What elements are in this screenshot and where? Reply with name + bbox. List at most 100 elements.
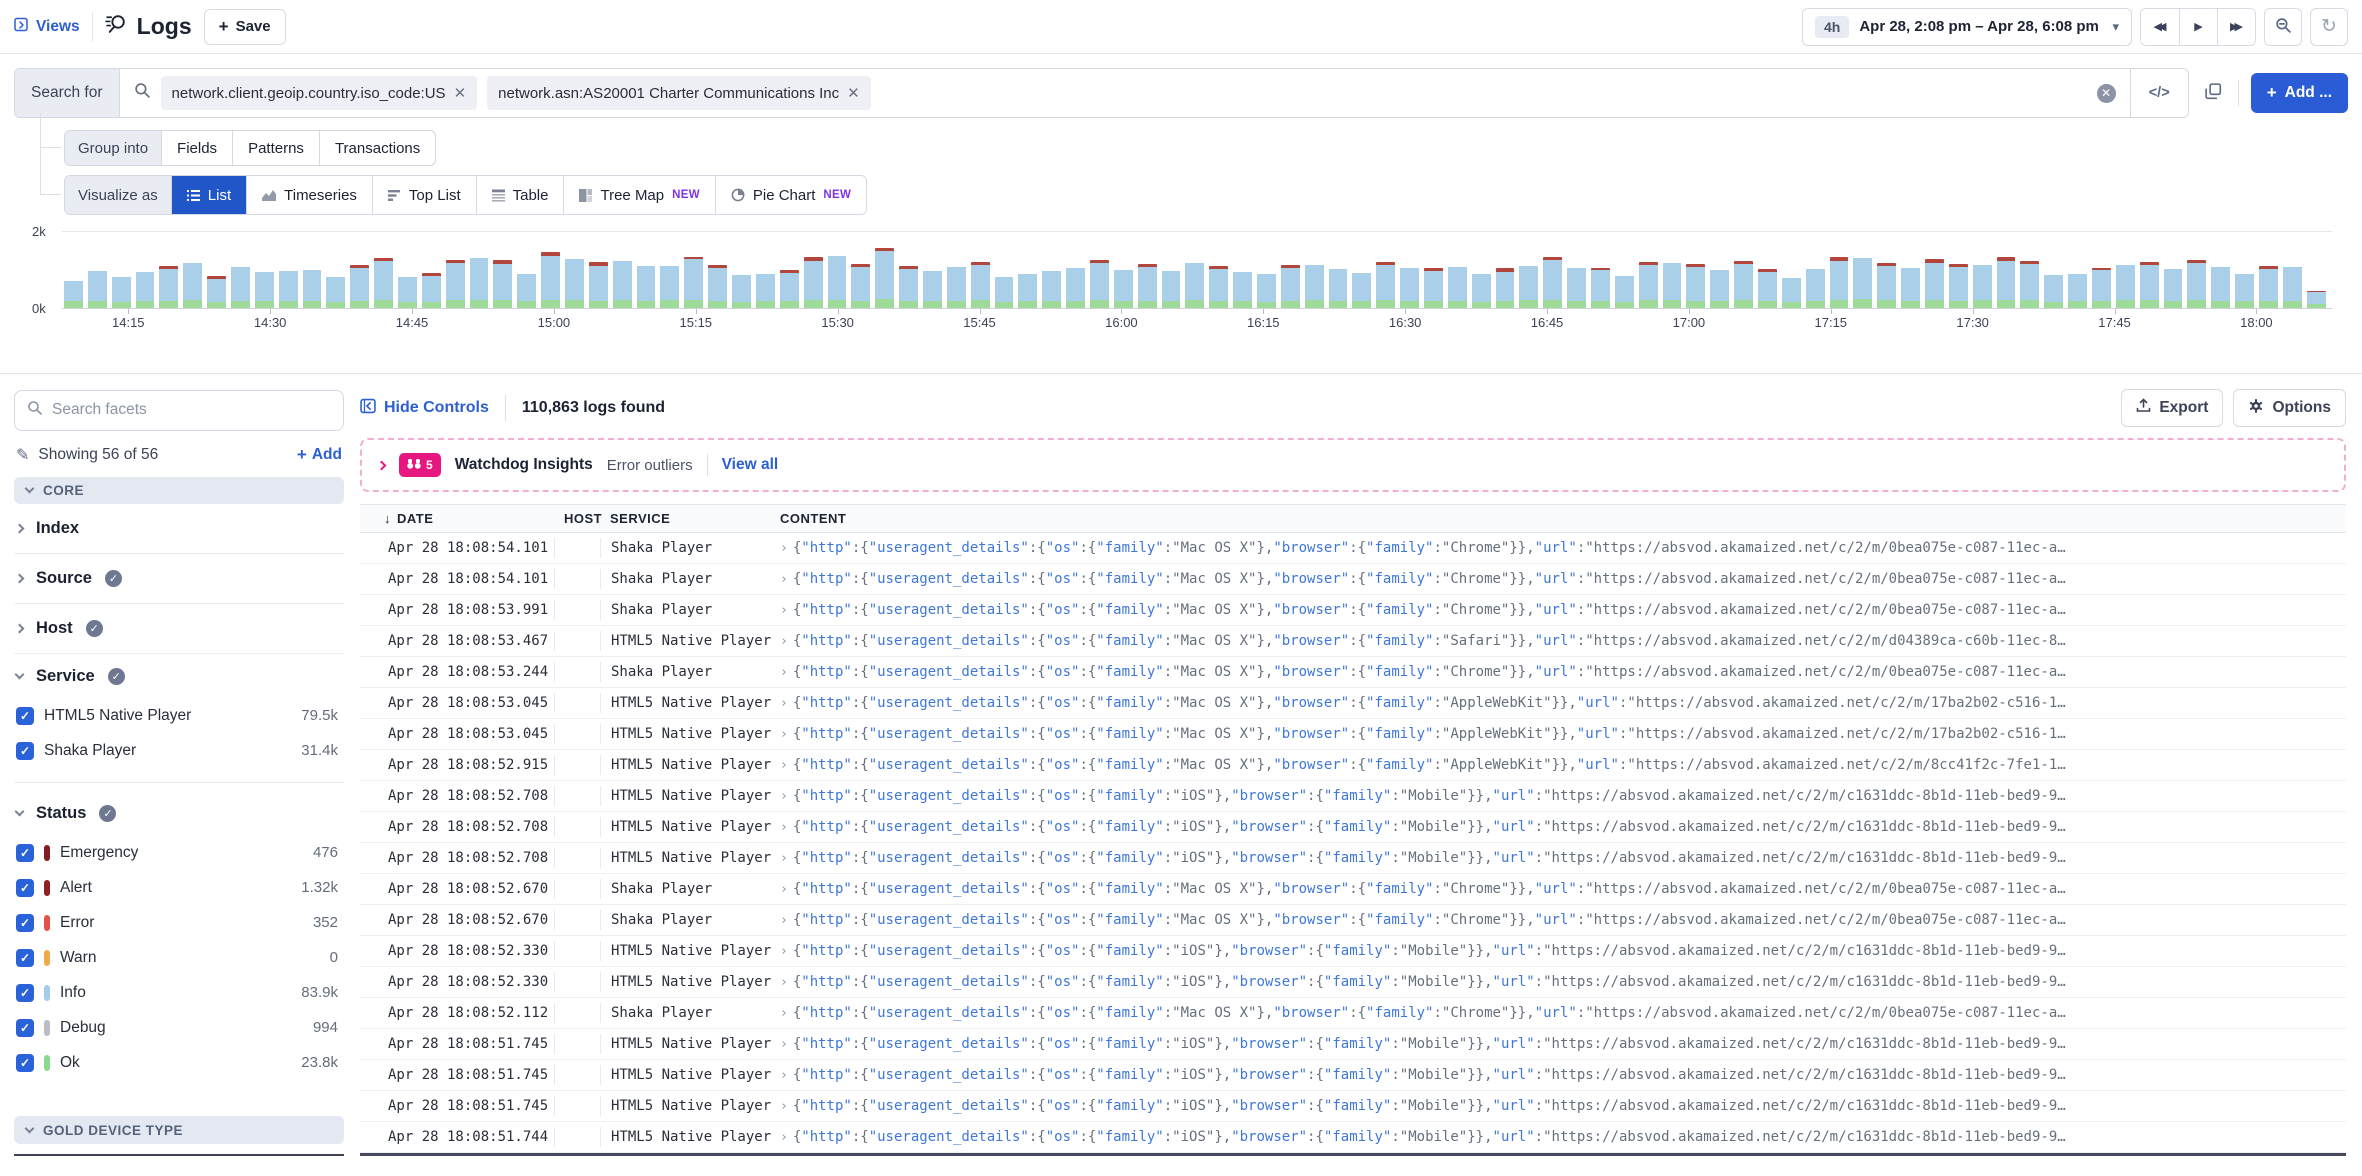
viz-option-tree-map[interactable]: Tree Map NEW [563, 176, 715, 214]
histogram-bar[interactable] [493, 260, 513, 309]
histogram-bar[interactable] [1686, 264, 1706, 309]
histogram-bar[interactable] [1280, 264, 1300, 309]
refresh-button[interactable]: ↻ [2310, 7, 2348, 46]
histogram-bar[interactable] [2282, 266, 2302, 309]
histogram-bar[interactable] [469, 258, 489, 309]
histogram-bar[interactable] [1567, 268, 1586, 309]
histogram-bar[interactable] [636, 266, 656, 309]
expand-row-icon[interactable]: › [780, 602, 788, 618]
histogram-bar[interactable] [565, 259, 584, 309]
expand-row-icon[interactable]: › [780, 881, 788, 897]
table-row[interactable]: Apr 28 18:08:53.991 Shaka Player › {"http":… [360, 595, 2346, 626]
histogram-bar[interactable] [1233, 271, 1252, 309]
table-row[interactable]: Apr 28 18:08:52.915 HTML5 Native Player ›{… [360, 750, 2346, 781]
checkbox-checked[interactable]: ✓ [16, 706, 34, 725]
histogram-bar[interactable] [1543, 256, 1563, 309]
expand-row-icon[interactable]: › [780, 757, 788, 773]
expand-row-icon[interactable]: › [780, 1129, 788, 1145]
histogram-bar[interactable] [2259, 265, 2278, 309]
histogram-bar[interactable] [231, 266, 250, 309]
viz-option-pie-chart[interactable]: Pie Chart NEW [714, 176, 867, 214]
checkbox-checked[interactable]: ✓ [16, 878, 34, 897]
histogram-bar[interactable] [1018, 273, 1038, 309]
histogram-bar[interactable] [660, 266, 680, 309]
histogram-bar[interactable] [994, 276, 1014, 309]
table-row[interactable]: Apr 28 18:08:52.670 Shaka Player › {"http":… [360, 874, 2346, 905]
expand-row-icon[interactable]: › [780, 850, 788, 866]
histogram-bar[interactable] [1089, 260, 1109, 309]
histogram-bar[interactable] [2092, 267, 2111, 309]
histogram-bar[interactable] [2044, 275, 2064, 309]
histogram-bar[interactable] [1662, 263, 1682, 309]
table-row[interactable]: Apr 28 18:08:51.745 HTML5 Native Player ›{… [360, 1029, 2346, 1060]
histogram-bar[interactable] [2068, 273, 2088, 309]
histogram-bar[interactable] [2163, 268, 2183, 309]
hide-controls-button[interactable]: Hide Controls [360, 398, 489, 419]
histogram-bar[interactable] [1948, 263, 1968, 309]
table-row[interactable]: Apr 28 18:08:53.045 HTML5 Native Player ›{… [360, 719, 2346, 750]
histogram-bar[interactable] [1042, 271, 1062, 309]
clear-search-icon[interactable]: ✕ [2096, 83, 2116, 103]
expand-row-icon[interactable]: › [780, 726, 788, 742]
facet-search-box[interactable] [14, 390, 344, 431]
checkbox-checked[interactable]: ✓ [16, 913, 34, 932]
histogram-bar[interactable] [183, 263, 203, 309]
table-row[interactable]: Apr 28 18:08:53.244 Shaka Player › {"http":… [360, 657, 2346, 688]
add-facet-button[interactable]: + Add [297, 445, 342, 465]
search-input[interactable]: network.client.geoip.country.iso_code:US… [120, 69, 2130, 117]
checkbox-checked[interactable]: ✓ [16, 741, 34, 760]
histogram-bar[interactable] [87, 271, 107, 309]
histogram-bar[interactable] [1758, 268, 1777, 309]
facet-status[interactable]: Status ✓ [14, 791, 344, 835]
histogram-bar[interactable] [1447, 267, 1467, 309]
histogram-bar[interactable] [1781, 277, 1801, 309]
facet-source[interactable]: Source ✓ [14, 554, 344, 605]
group-option-patterns[interactable]: Patterns [232, 131, 319, 165]
histogram-bar[interactable] [541, 252, 561, 309]
column-header-host[interactable]: HOST [564, 511, 603, 526]
expand-row-icon[interactable]: › [780, 788, 788, 804]
histogram-bar[interactable] [445, 259, 465, 309]
expand-row-icon[interactable]: › [780, 571, 788, 587]
histogram-bar[interactable] [755, 274, 775, 309]
histogram-bar[interactable] [278, 270, 298, 309]
table-row[interactable]: Apr 28 18:08:54.101 Shaka Player › {"http":… [360, 533, 2346, 564]
histogram-bar[interactable] [1495, 268, 1515, 309]
expand-row-icon[interactable]: › [780, 1067, 788, 1083]
histogram-bar[interactable] [2139, 261, 2159, 309]
chevron-right-icon[interactable] [376, 460, 387, 470]
histogram-bar[interactable] [827, 255, 847, 309]
histogram-bar[interactable] [1066, 267, 1085, 309]
histogram-bar[interactable] [1734, 260, 1754, 309]
histogram-bar[interactable] [517, 274, 537, 309]
expand-row-icon[interactable]: › [780, 1098, 788, 1114]
checkbox-checked[interactable]: ✓ [16, 1018, 34, 1037]
histogram-bar[interactable] [1925, 259, 1944, 309]
expand-row-icon[interactable]: › [780, 633, 788, 649]
histogram-bar[interactable] [326, 277, 346, 309]
histogram-bar[interactable] [779, 270, 799, 309]
expand-row-icon[interactable]: › [780, 819, 788, 835]
histogram-bar[interactable] [1400, 268, 1419, 309]
histogram-bar[interactable] [922, 271, 942, 309]
histogram-bar[interactable] [612, 261, 632, 309]
histogram-bar[interactable] [1710, 269, 1730, 309]
histogram-bar[interactable] [1996, 257, 2016, 309]
histogram-bar[interactable] [970, 261, 990, 309]
histogram-bar[interactable] [1304, 265, 1324, 309]
histogram-bar[interactable] [851, 263, 871, 309]
checkbox-checked[interactable]: ✓ [16, 948, 34, 967]
query-syntax-toggle[interactable]: </> [2129, 69, 2188, 117]
expand-row-icon[interactable]: › [780, 695, 788, 711]
histogram-bar[interactable] [207, 275, 227, 309]
facet-host[interactable]: Host ✓ [14, 604, 344, 655]
edit-facets-icon[interactable]: ✎ [16, 446, 30, 464]
histogram-bar[interactable] [1328, 269, 1348, 309]
table-row[interactable]: Apr 28 18:08:52.670 Shaka Player › {"http":… [360, 905, 2346, 936]
table-row[interactable]: Apr 28 18:08:51.745 HTML5 Native Player ›{… [360, 1091, 2346, 1122]
time-range-picker[interactable]: 4h Apr 28, 2:08 pm – Apr 28, 6:08 pm ▾ [1802, 7, 2132, 46]
facet-index[interactable]: Index [14, 504, 344, 555]
histogram-bar[interactable] [159, 266, 179, 309]
histogram-bar[interactable] [1519, 266, 1539, 309]
histogram-bar[interactable] [2235, 273, 2255, 309]
